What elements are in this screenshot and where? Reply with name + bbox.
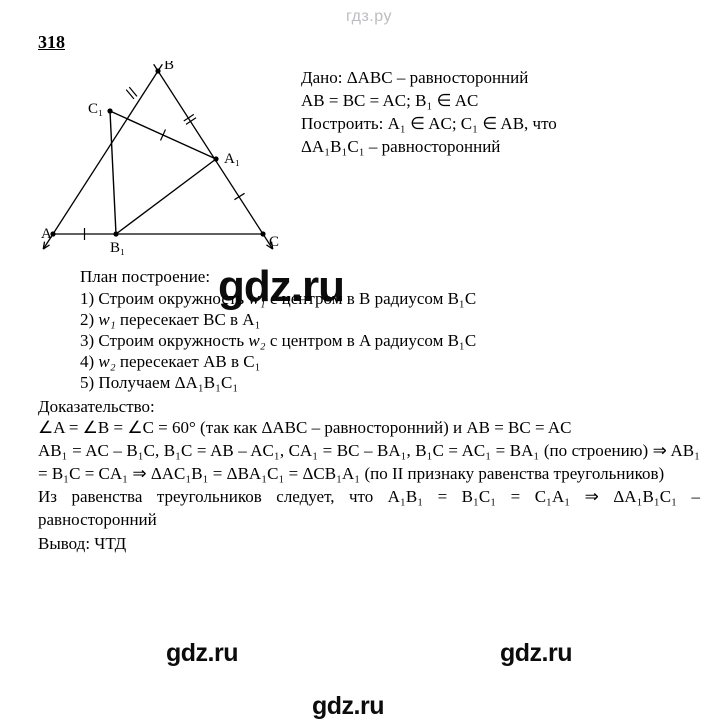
given-line: ΔA₁B₁C₁ – равносторонний	[301, 136, 557, 159]
given-line: Построить: A₁ ∈ AC; C₁ ∈ AB, что	[301, 113, 557, 136]
proof-line: Из равенства треугольников следует, что …	[38, 486, 700, 532]
given-line: Дано: ΔABC – равносторонний	[301, 67, 557, 90]
step: 2) w₁ пересекает BC в A₁	[80, 310, 700, 330]
given-block: Дано: ΔABC – равносторонний AB = BC = AC…	[301, 61, 557, 261]
plan-title: План построение:	[80, 267, 700, 287]
step: 4) w₂ пересекает AB в C₁	[80, 352, 700, 372]
proof-body: ∠A = ∠B = ∠C = 60° (так как ΔABC – равно…	[38, 417, 700, 532]
svg-text:B: B	[164, 61, 174, 73]
given-line: AB = BC = AC; B₁ ∈ AC	[301, 90, 557, 113]
proof-line: AB₁ = AC – B₁C, B₁C = AB – AC₁, CA₁ = BC…	[38, 440, 700, 486]
proof-title: Доказательство:	[38, 397, 700, 417]
conclusion: Вывод: ЧТД	[38, 534, 700, 554]
top-block: A B C B₁ A₁ C₁ Дано: ΔABC – равносторонний AB…	[38, 61, 700, 261]
proof-line: ∠A = ∠B = ∠C = 60° (так как ΔABC – равно…	[38, 417, 700, 440]
step: 5) Получаем ΔA₁B₁C₁	[80, 373, 700, 393]
site-header: гдз.ру	[38, 8, 700, 26]
watermark: gdz.ru	[312, 692, 384, 721]
construction-steps: 1) Строим окружность w₁ с центром в B ра…	[80, 289, 700, 393]
problem-number: 318	[38, 32, 700, 53]
svg-text:A: A	[41, 226, 52, 242]
step: 3) Строим окружность w₂ с центром в A ра…	[80, 331, 700, 351]
watermark: gdz.ru	[166, 639, 238, 668]
geometry-diagram: A B C B₁ A₁ C₁	[38, 61, 283, 261]
svg-text:B₁: B₁	[110, 240, 125, 256]
svg-text:A₁: A₁	[224, 151, 240, 167]
svg-text:C: C	[269, 234, 279, 250]
watermark: gdz.ru	[500, 639, 572, 668]
svg-text:C₁: C₁	[88, 101, 103, 117]
step: 1) Строим окружность w₁ с центром в B ра…	[80, 289, 700, 309]
